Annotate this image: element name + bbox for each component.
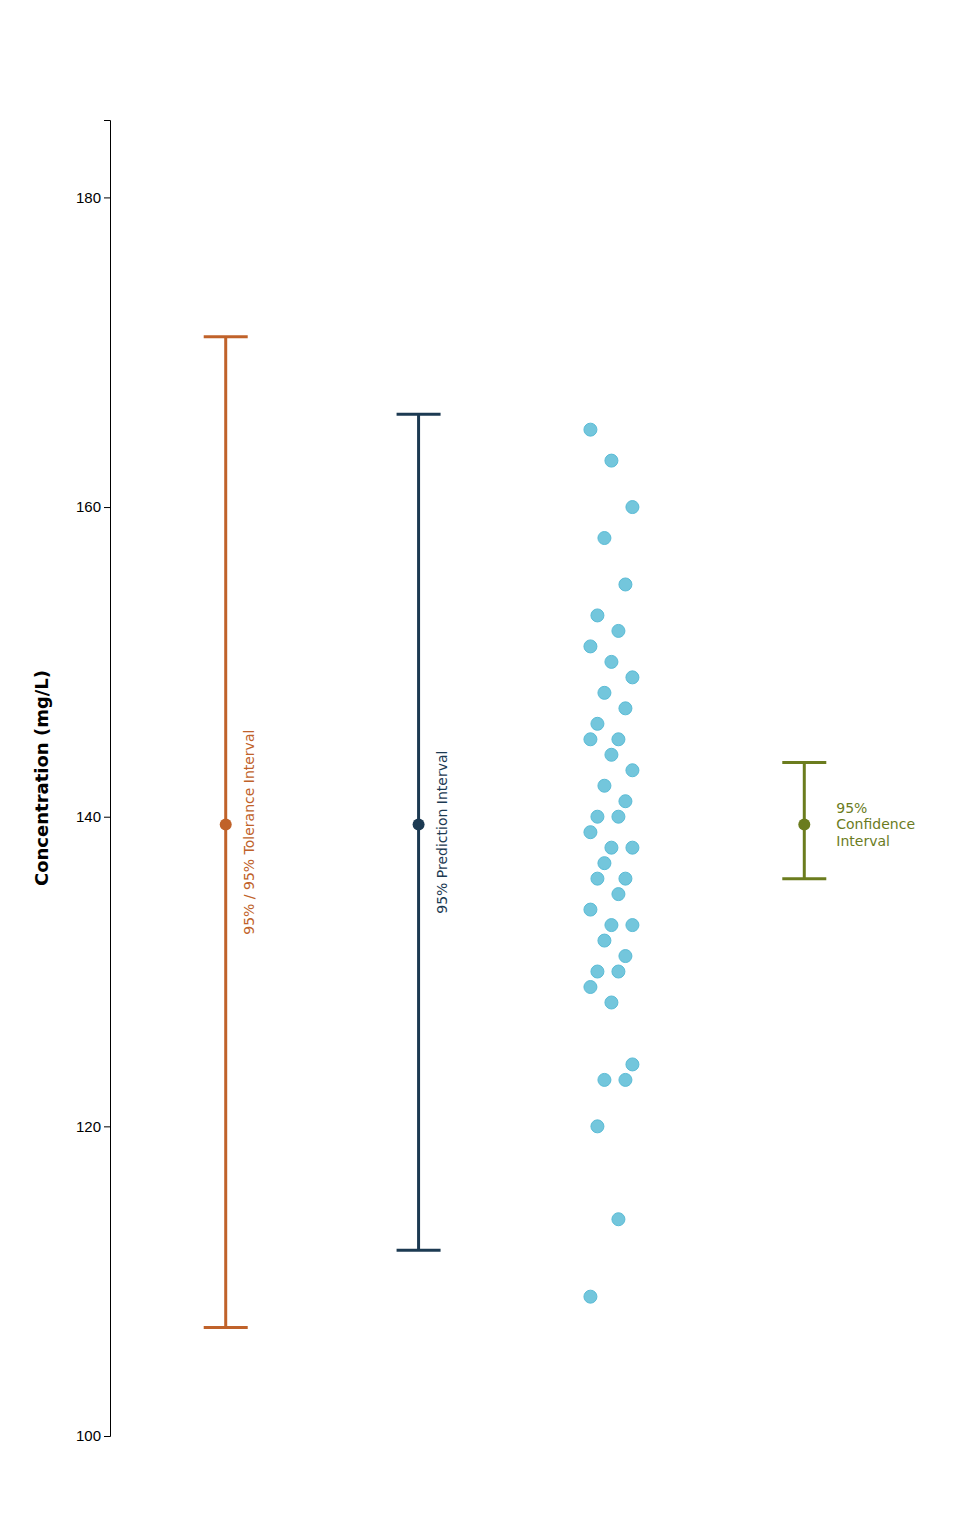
interval-cap-lower: [782, 877, 826, 880]
scatter-point: [619, 950, 632, 963]
scatter-point: [591, 717, 604, 730]
scatter-point: [626, 841, 639, 854]
series: [782, 763, 826, 879]
scatter-point: [605, 655, 618, 668]
scatter-point: [584, 826, 597, 839]
interval-cap-upper: [397, 413, 441, 416]
chart: 100 120 140 160 180 Concentration (mg/L) 95% /…: [0, 0, 960, 1536]
scatter-point: [626, 671, 639, 684]
interval-cap-lower: [204, 1326, 248, 1329]
scatter-point: [584, 903, 597, 916]
scatter-point: [619, 872, 632, 885]
scatter-point: [619, 795, 632, 808]
interval-line: [417, 414, 420, 1250]
scatter-point: [598, 686, 611, 699]
scatter-point: [605, 454, 618, 467]
scatter-point: [584, 733, 597, 746]
scatter-point: [626, 764, 639, 777]
scatter-point: [591, 965, 604, 978]
scatter-point: [598, 1073, 611, 1086]
y-tick-label: 100: [76, 1427, 101, 1444]
y-tick-label: 120: [76, 1118, 101, 1135]
interval-center: [413, 818, 425, 830]
scatter-point: [584, 981, 597, 994]
scatter-point: [626, 1058, 639, 1071]
y-tick: 120: [76, 1118, 110, 1135]
interval-label-line: Interval: [836, 833, 890, 849]
scatter-point: [584, 423, 597, 436]
y-tick: 180: [76, 189, 110, 206]
interval-cap-lower: [397, 1249, 441, 1252]
y-axis-line: [104, 121, 111, 1437]
scatter-point: [598, 779, 611, 792]
y-tick-mark: [104, 197, 110, 198]
y-tick: 140: [76, 808, 110, 825]
scatter-point: [598, 532, 611, 545]
scatter-point: [584, 1290, 597, 1303]
interval-center: [798, 818, 810, 830]
scatter-point: [598, 934, 611, 947]
scatter-point: [612, 1213, 625, 1226]
scatter-point: [591, 609, 604, 622]
scatter-point: [591, 872, 604, 885]
interval-label: 95% Prediction Interval: [434, 751, 450, 914]
scatter-point: [605, 748, 618, 761]
y-tick-mark: [104, 507, 110, 508]
scatter-point: [619, 578, 632, 591]
interval-cap-upper: [204, 335, 248, 338]
scatter-point: [612, 733, 625, 746]
interval-label: 95% / 95% Tolerance Interval: [241, 730, 257, 935]
y-tick-label: 160: [76, 498, 101, 515]
y-tick-mark: [104, 1436, 110, 1437]
scatter-point: [598, 857, 611, 870]
scatter-point: [612, 624, 625, 637]
scatter-point: [591, 1120, 604, 1133]
y-tick: 100: [76, 1427, 110, 1444]
interval-label-line: Confidence: [836, 816, 915, 832]
interval-center: [220, 818, 232, 830]
interval-cap-upper: [782, 761, 826, 764]
y-tick-label: 180: [76, 189, 101, 206]
scatter-point: [626, 501, 639, 514]
y-tick-label: 140: [76, 808, 101, 825]
scatter-point: [612, 888, 625, 901]
y-tick-mark: [104, 817, 110, 818]
scatter-point: [605, 996, 618, 1009]
scatter-point: [626, 919, 639, 932]
scatter-point: [605, 919, 618, 932]
plot-marks: [204, 337, 827, 1328]
y-tick-mark: [104, 1126, 110, 1127]
scatter-point: [605, 841, 618, 854]
interval-label-line: 95%: [836, 800, 867, 816]
scatter-point: [612, 965, 625, 978]
labels: 95% / 95% Tolerance Interval 95% Predicti…: [241, 730, 915, 935]
y-axis-title: Concentration (mg/L): [31, 670, 52, 886]
scatter-point: [619, 1073, 632, 1086]
series: [584, 423, 639, 1303]
scatter-point: [591, 810, 604, 823]
scatter-point: [619, 702, 632, 715]
interval-line: [224, 337, 227, 1328]
scatter-point: [584, 640, 597, 653]
y-tick: 160: [76, 498, 110, 515]
scatter-point: [612, 810, 625, 823]
interval-label: 95%ConfidenceInterval: [836, 800, 915, 850]
y-axis: 100 120 140 160 180: [76, 121, 111, 1445]
